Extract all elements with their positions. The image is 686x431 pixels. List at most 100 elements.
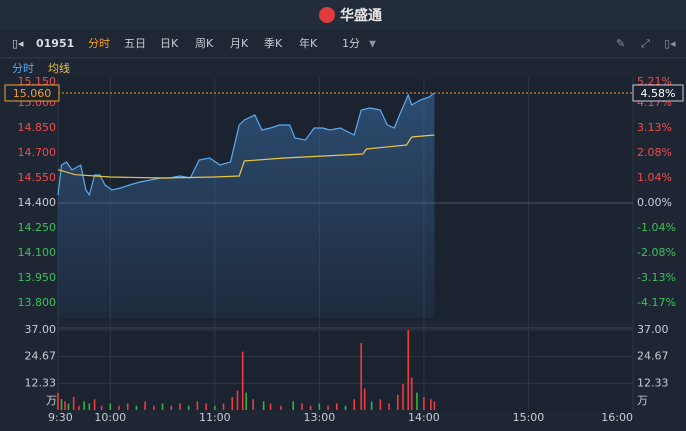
volume-plot: [58, 328, 633, 410]
volume-bar: [269, 403, 272, 410]
app-title: 华盛通: [340, 7, 382, 24]
volume-bar: [379, 399, 382, 410]
interval-select[interactable]: 1分: [342, 37, 360, 50]
volume-bar: [67, 403, 70, 410]
volume-bar: [402, 384, 404, 410]
y2-tick-label: -4.17%: [637, 296, 676, 309]
y-tick-label: 12.33: [25, 376, 57, 389]
volume-bar: [280, 405, 282, 410]
price-line: [57, 92, 435, 197]
y2-tick-label: 3.13%: [637, 121, 672, 134]
x-tick-label: 14:00: [408, 411, 440, 424]
logo-icon: [319, 7, 335, 23]
y2-tick-label: 12.33: [637, 376, 669, 389]
period-tab[interactable]: 分时: [88, 37, 110, 50]
y2-tick-label: 24.67: [637, 350, 669, 363]
period-tab[interactable]: 日K: [160, 37, 179, 50]
y-tick-label: 37.00: [25, 323, 57, 336]
volume-bar: [388, 403, 390, 410]
volume-bar: [292, 401, 295, 410]
draw-tool[interactable]: ✎: [616, 37, 625, 50]
x-tick-label: 16:00: [601, 411, 633, 424]
legend-entry: 均线: [48, 61, 70, 75]
volume-bar: [72, 397, 75, 410]
volume-bar: [262, 401, 265, 410]
price-area: [58, 93, 435, 318]
y-tick-label: 13.950: [18, 271, 57, 284]
volume-bar: [60, 399, 63, 410]
volume-bar: [309, 405, 312, 410]
last-change-label: 4.58%: [641, 87, 676, 100]
volume-bar: [57, 392, 59, 410]
fullscreen[interactable]: ⤢: [641, 37, 650, 50]
volume-bar: [205, 403, 207, 410]
period-tab[interactable]: 年K: [299, 36, 318, 50]
x-tick-label: 13:00: [304, 411, 336, 424]
y2-tick-label: 1.04%: [637, 171, 672, 184]
volume-bar: [179, 403, 181, 410]
volume-bar: [231, 397, 234, 410]
volume-bar: [64, 401, 66, 410]
dropdown-arrow[interactable]: ▼: [369, 40, 376, 50]
volume-bar: [118, 405, 120, 410]
y-tick-label: 14.850: [18, 121, 57, 134]
volume-bar: [396, 394, 399, 410]
collapse[interactable]: ▯◂: [664, 37, 676, 50]
volume-bar: [170, 405, 173, 410]
y2-tick-label: 2.08%: [637, 146, 672, 159]
stock-code: 01951: [36, 37, 74, 50]
y2-tick-label: 37.00: [637, 323, 669, 336]
volume-bar: [407, 330, 410, 410]
volume-bar: [88, 403, 91, 410]
volume-bar: [83, 401, 85, 410]
y-tick-label: 14.100: [18, 246, 57, 259]
volume-unit: 万: [46, 394, 57, 407]
period-tab[interactable]: 五日: [124, 37, 146, 50]
period-tab[interactable]: 月K: [230, 37, 249, 50]
y2-tick-label: -3.13%: [637, 271, 676, 284]
y-tick-label: 24.67: [25, 350, 57, 363]
period-tab[interactable]: 季K: [264, 37, 283, 50]
x-tick-label: 11:00: [199, 411, 231, 424]
legend-entry: 分时: [12, 62, 34, 75]
volume-bar: [214, 405, 216, 410]
volume-bar: [252, 399, 254, 410]
volume-bar: [363, 388, 366, 410]
last-change-box: [632, 84, 684, 102]
volume-bar: [360, 342, 362, 410]
volume-bar: [433, 401, 436, 410]
header-bar: [0, 0, 686, 30]
volume-bar: [327, 405, 329, 410]
volume-bar: [344, 405, 347, 410]
volume-bar: [144, 401, 146, 410]
sidebar-toggle[interactable]: ▯◂: [12, 37, 24, 50]
volume-bar: [222, 403, 225, 410]
volume-bar: [370, 401, 373, 410]
volume-bar: [93, 399, 96, 410]
volume-bar: [335, 403, 338, 410]
volume-bar: [353, 399, 356, 410]
period-tab[interactable]: 周K: [195, 37, 214, 50]
volume-bar: [245, 392, 247, 410]
volume-bar: [236, 390, 239, 410]
volume-bar: [126, 403, 129, 410]
volume-bar: [423, 397, 425, 410]
y-tick-label: 13.800: [18, 296, 57, 309]
volume-bar: [318, 403, 321, 410]
last-price-box: [4, 84, 60, 102]
x-tick-label: 10:00: [94, 411, 126, 424]
volume-unit: 万: [637, 394, 648, 407]
y-tick-label: 14.700: [18, 146, 57, 159]
toolbar: [0, 30, 686, 58]
volume-bar: [410, 377, 413, 410]
volume-bar: [416, 392, 418, 410]
y-tick-label: 14.250: [18, 221, 57, 234]
volume-bar: [135, 405, 138, 410]
last-price-label: 15.060: [13, 87, 52, 100]
average-line: [57, 134, 435, 179]
y-tick-label: 14.550: [18, 171, 57, 184]
y2-tick-label: -1.04%: [637, 221, 676, 234]
volume-bar: [241, 351, 244, 410]
volume-bar: [430, 399, 432, 410]
